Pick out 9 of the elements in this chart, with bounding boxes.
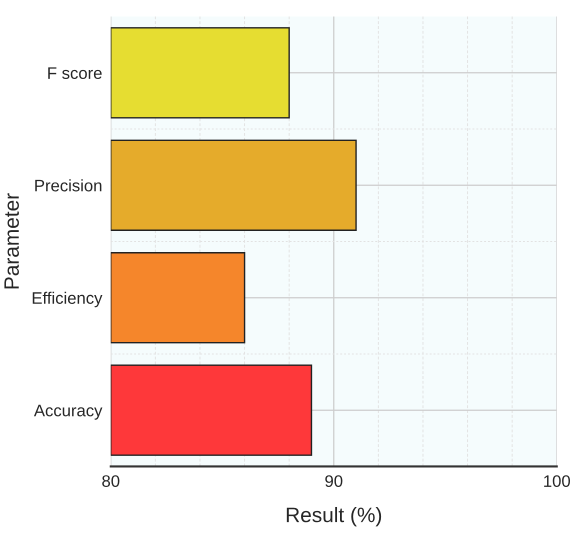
y-tick-label: F score: [48, 67, 102, 79]
y-tick-label: Accuracy: [34, 404, 102, 420]
x-tick-label: 90: [325, 475, 342, 488]
y-tick-label: Efficiency: [32, 292, 102, 308]
x-axis-title: Result (%): [286, 506, 382, 526]
x-tick-label: 100: [544, 475, 570, 488]
y-tick-label: Precision: [35, 179, 102, 192]
y-axis-title: Parameter: [4, 193, 19, 288]
x-tick-label: 80: [102, 475, 120, 488]
